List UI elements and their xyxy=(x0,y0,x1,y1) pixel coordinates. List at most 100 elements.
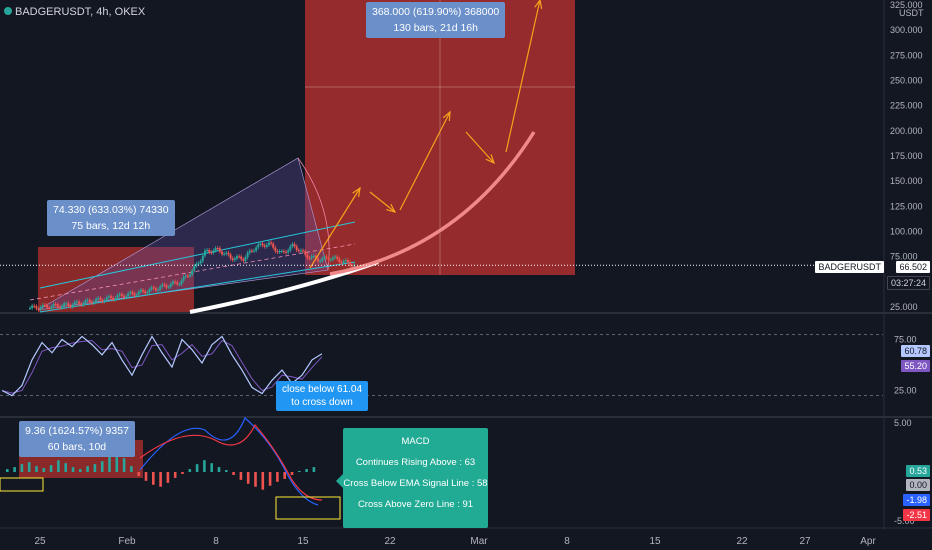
price-candle xyxy=(144,291,147,294)
price-candle xyxy=(253,250,256,252)
price-candle xyxy=(116,295,119,299)
projection-arrow xyxy=(399,111,451,211)
price-candle xyxy=(285,251,288,253)
macd-callout-line3: Cross Above Zero Line : 91 xyxy=(357,499,474,510)
price-candle xyxy=(169,283,172,287)
price-candle xyxy=(214,247,217,251)
price-candle xyxy=(255,247,258,251)
price-candle xyxy=(97,298,100,300)
price-candle xyxy=(146,292,149,294)
price-candle xyxy=(133,293,136,296)
price-candle xyxy=(282,251,285,253)
projection-arrowhead xyxy=(485,154,496,165)
price-axis-tick: 225.000 xyxy=(890,101,923,111)
price-candle xyxy=(203,250,206,256)
macd-histogram-bar xyxy=(290,472,294,475)
macd-hist-tag: 0.53 xyxy=(906,465,930,477)
projection-arrowhead xyxy=(442,110,451,122)
price-candle xyxy=(167,286,170,288)
price-candle xyxy=(336,256,339,259)
price-candle xyxy=(246,252,249,258)
price-candle xyxy=(218,248,221,252)
price-candle xyxy=(349,262,352,266)
price-axis-tick: 300.000 xyxy=(890,25,923,35)
price-candle xyxy=(78,301,81,304)
macd-histogram-bar xyxy=(166,472,170,483)
macd-histogram-bar xyxy=(6,469,9,472)
price-candle xyxy=(75,301,78,303)
rsi-ma-line xyxy=(1,339,323,394)
price-candle xyxy=(240,256,243,260)
price-candle xyxy=(327,257,330,260)
price-candle xyxy=(235,256,238,259)
rsi-ma-tag: 55.20 xyxy=(901,360,930,372)
price-candle xyxy=(41,304,44,308)
price-candle xyxy=(142,290,145,292)
price-candle xyxy=(278,251,281,253)
price-candle xyxy=(90,301,93,304)
price-candle xyxy=(63,303,66,306)
price-candle xyxy=(263,245,266,247)
price-candle xyxy=(244,257,247,261)
price-candle xyxy=(295,246,298,251)
macd-zero-tag: 0.00 xyxy=(906,479,930,491)
price-candle xyxy=(308,258,311,260)
price-candle xyxy=(323,256,326,259)
macd-histogram-bar xyxy=(42,468,46,472)
price-candle xyxy=(174,281,177,283)
time-axis-tick: Apr xyxy=(860,536,876,547)
macd-histogram-bar xyxy=(20,464,24,472)
price-candle xyxy=(331,257,334,260)
macd-histogram-bar xyxy=(130,466,133,472)
price-candle xyxy=(325,256,328,258)
rsi-callout-line1: close below 61.04 xyxy=(282,384,363,395)
macd-line xyxy=(139,416,319,506)
price-candle xyxy=(250,250,253,252)
price-candle xyxy=(338,258,341,262)
price-candle xyxy=(274,247,277,252)
price-candle xyxy=(304,251,307,255)
rsi-value-tag: 60.78 xyxy=(901,345,930,357)
price-candle xyxy=(99,298,102,300)
macd-histogram-bar xyxy=(100,461,104,472)
price-candle xyxy=(289,246,292,251)
price-candle xyxy=(137,291,140,295)
time-axis-tick: 8 xyxy=(213,536,219,547)
macd-histogram-bar xyxy=(71,467,75,472)
price-candle xyxy=(306,254,309,259)
price-candle xyxy=(43,304,46,306)
macd-histogram-bar xyxy=(276,472,279,482)
price-candle xyxy=(261,243,264,246)
price-candle xyxy=(65,303,68,305)
price-axis-tick: 250.000 xyxy=(890,76,923,86)
time-axis-tick: 27 xyxy=(799,536,811,547)
price-axis-tick: 325.000 xyxy=(890,0,923,10)
macd-histogram-bar xyxy=(232,472,235,475)
price-candle xyxy=(297,250,300,252)
macd-histogram-bar xyxy=(312,467,316,472)
countdown-tag: 03:27:24 xyxy=(886,276,930,290)
price-candle xyxy=(231,258,234,261)
macd-histogram-bar xyxy=(108,456,111,472)
price-axis-tick: 275.000 xyxy=(890,50,923,60)
price-candle xyxy=(184,275,187,277)
rsi-axis-tick: 25.00 xyxy=(894,386,917,396)
time-axis-tick: 22 xyxy=(384,536,396,547)
macd-histogram-bar xyxy=(298,471,301,473)
macd-signal-line xyxy=(139,423,323,501)
time-axis-tick: Mar xyxy=(470,536,488,547)
macd-callout-line1: Continues Rising Above : 63 xyxy=(355,457,476,468)
time-axis-tick: 22 xyxy=(736,536,748,547)
rsi-axis-tick: 75.00 xyxy=(894,335,917,345)
price-candle xyxy=(93,301,96,304)
price-axis-tick: 100.000 xyxy=(890,226,923,236)
price-axis-tick: 150.000 xyxy=(890,176,923,186)
price-candle xyxy=(342,261,345,263)
measure-label-small: 74.330 (633.03%) 74330 75 bars, 12d 12h xyxy=(47,200,175,236)
price-candle xyxy=(71,304,74,307)
price-candle xyxy=(163,284,166,286)
macd-histogram-bar xyxy=(93,464,97,472)
price-candle xyxy=(56,304,59,307)
macd-axis-tick: -5.00 xyxy=(894,516,915,526)
channel-upper xyxy=(39,221,356,289)
